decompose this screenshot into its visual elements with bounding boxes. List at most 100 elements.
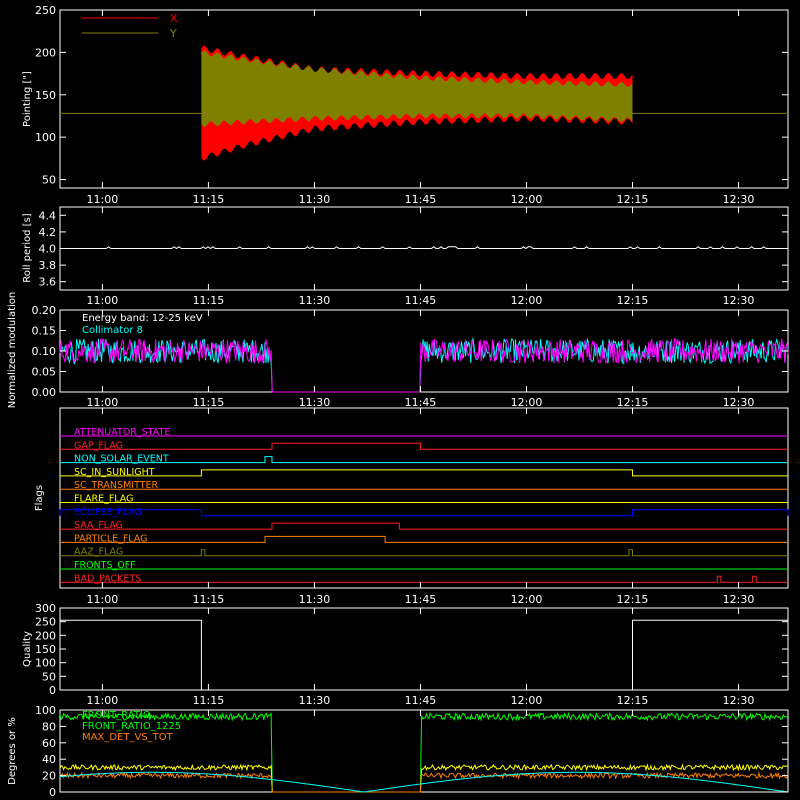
- y-tick-label: 250: [35, 616, 56, 629]
- x-tick-label: 11:00: [87, 694, 119, 707]
- y-tick-label: 150: [35, 643, 56, 656]
- quality-xticks: 11:00 11:15 11:30 11:45 12:00 12:15 12:30: [87, 608, 755, 707]
- x-tick-label: 11:00: [87, 593, 119, 606]
- pointing-frame: [59, 9, 789, 189]
- y-tick-label: 0.20: [32, 304, 57, 317]
- roll-period-line: [60, 246, 788, 250]
- modulation-yticks: 0.00 0.05 0.10 0.15 0.20: [32, 304, 788, 399]
- ratios-yticks: 0 20 40 60 80 100: [35, 704, 788, 799]
- modulation-ylabel: Normalized modulation: [7, 292, 18, 409]
- flag-line-sc-in-sunlight: [60, 469, 788, 477]
- ratios-series-0: [59, 711, 789, 793]
- x-tick-label: 12:15: [617, 396, 649, 409]
- x-tick-label: 11:45: [405, 193, 437, 206]
- y-tick-label: 0.05: [32, 366, 57, 379]
- x-tick-label: 11:15: [193, 593, 225, 606]
- flag-line-eclipse-flag: [59, 509, 789, 517]
- flag-label-attenuator-state: ATTENUATOR_STATE: [74, 427, 170, 438]
- ratios-legend-front1225: FRONT_RATIO_1225: [82, 721, 181, 732]
- pointing-yticks: 50 100 150 200 250: [35, 4, 788, 187]
- flag-label-bad-packets: BAD_PACKETS: [74, 573, 141, 584]
- quality-marks: [60, 619, 788, 691]
- x-tick-label: 11:15: [193, 694, 225, 707]
- x-tick-label: 12:00: [511, 396, 543, 409]
- x-tick-label: 12:30: [723, 294, 755, 307]
- y-tick-label: 4.2: [39, 226, 57, 239]
- ratios-panel: 0 20 40 60 80 100 Degrees or % FRONT_RATIO FR…: [7, 704, 789, 799]
- x-tick-label: 11:15: [193, 294, 225, 307]
- y-tick-label: 100: [35, 131, 56, 144]
- flag-line-non-solar-event: [60, 456, 788, 464]
- x-tick-label: 11:15: [193, 396, 225, 409]
- y-tick-label: 20: [42, 770, 56, 783]
- x-tick-label: 11:30: [299, 193, 331, 206]
- x-tick-label: 11:00: [87, 396, 119, 409]
- flag-label-saa-flag: SAA_FLAG: [74, 520, 123, 531]
- y-tick-label: 300: [35, 602, 56, 615]
- y-tick-label: 0.15: [32, 325, 57, 338]
- y-tick-label: 0.00: [32, 386, 57, 399]
- x-tick-label: 11:15: [193, 193, 225, 206]
- roll-yticks: 3.6 3.8 4.0 4.2 4.4: [39, 209, 788, 289]
- y-tick-label: 4.4: [39, 209, 57, 222]
- roll-marks: [60, 246, 788, 250]
- x-tick-label: 11:30: [299, 294, 331, 307]
- flag-label-flare-flag: FLARE_FLAG: [74, 494, 134, 505]
- x-tick-label: 12:00: [511, 294, 543, 307]
- y-tick-label: 80: [42, 720, 56, 733]
- modulation-series-2: [59, 337, 789, 393]
- x-tick-label: 11:45: [405, 593, 437, 606]
- pointing-legend: X Y: [82, 12, 178, 40]
- y-tick-label: 40: [42, 753, 56, 766]
- x-tick-label: 12:15: [617, 193, 649, 206]
- x-tick-label: 12:30: [723, 694, 755, 707]
- x-tick-label: 11:00: [87, 294, 119, 307]
- quality-line: [60, 619, 788, 691]
- y-tick-label: 100: [35, 704, 56, 717]
- x-tick-label: 11:45: [405, 294, 437, 307]
- pointing-ylabel: Pointing ["]: [22, 71, 33, 127]
- flag-line-aaz-flag: [60, 549, 788, 557]
- flag-label-aaz-flag: AAZ_FLAG: [74, 547, 123, 558]
- ratios-series-2: [59, 771, 789, 793]
- y-tick-label: 3.6: [39, 276, 57, 289]
- flag-label-particle-flag: PARTICLE_FLAG: [74, 533, 147, 544]
- roll-xticks: 11:00 11:15 11:30 11:45 12:00 12:15 12:30: [87, 207, 755, 307]
- y-tick-label: 3.8: [39, 259, 57, 272]
- x-tick-label: 12:15: [617, 593, 649, 606]
- ratios-legend-maxdet: MAX_DET_VS_TOT: [82, 732, 174, 743]
- x-tick-label: 12:00: [511, 593, 543, 606]
- x-tick-label: 11:30: [299, 694, 331, 707]
- y-tick-label: 200: [35, 629, 56, 642]
- pointing-panel: 50 100 150 200 250 11:00 11:15 11:30 11:45 12:00…: [22, 4, 789, 206]
- y-tick-label: 150: [35, 89, 56, 102]
- x-tick-label: 11:00: [87, 193, 119, 206]
- x-tick-label: 11:30: [299, 593, 331, 606]
- x-tick-label: 12:30: [723, 593, 755, 606]
- pointing-marks: [60, 45, 788, 161]
- ratios-legend-front: FRONT_RATIO: [82, 710, 151, 721]
- ratios-marks: [59, 710, 789, 793]
- x-tick-label: 12:30: [723, 193, 755, 206]
- flag-label-sc-transmitter: SC_TRANSMITTER: [74, 480, 159, 491]
- pointing-band-y: [201, 50, 633, 127]
- flag-label-non-solar-event: NON_SOLAR_EVENT: [74, 454, 169, 465]
- x-tick-label: 11:30: [299, 396, 331, 409]
- ratios-series-1: [59, 763, 789, 793]
- roll-ylabel: Roll period [s]: [22, 213, 33, 282]
- y-tick-label: 0.10: [32, 345, 57, 358]
- flags-ylabel: Flags: [34, 485, 45, 511]
- x-tick-label: 11:45: [405, 694, 437, 707]
- x-tick-label: 12:15: [617, 294, 649, 307]
- modulation-panel: 0.00 0.05 0.10 0.15 0.20 11:00 11:15 11:30 11:4…: [7, 292, 789, 409]
- x-tick-label: 12:00: [511, 193, 543, 206]
- modulation-energy-label: Energy band: 12-25 keV: [82, 313, 203, 324]
- flag-label-eclipse-flag: ECLIPSE_FLAG: [74, 507, 142, 518]
- flag-label-sc-in-sunlight: SC_IN_SUNLIGHT: [74, 467, 155, 478]
- x-tick-label: 12:15: [617, 694, 649, 707]
- legend-x-label: X: [170, 12, 178, 25]
- pointing-xticks: 11:00 11:15 11:30 11:45 12:00 12:15 12:30: [87, 10, 755, 206]
- roll-panel: 3.6 3.8 4.0 4.2 4.4 11:00 11:15 11:30 11:45 12:0…: [22, 206, 789, 307]
- y-tick-label: 60: [42, 737, 56, 750]
